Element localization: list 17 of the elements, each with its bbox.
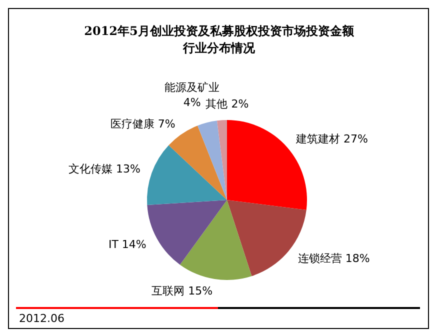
pie-slice (216, 120, 227, 200)
slice-label: 连锁经营 18% (298, 252, 370, 266)
chart-title: 2012年5月创业投资及私募股权投资市场投资金额行业分布情况 (83, 23, 355, 57)
data-label: 4% (183, 96, 201, 109)
text: 2012.06 (19, 312, 64, 325)
slice-label: 医疗健康 7% (110, 117, 176, 130)
pie-slice (227, 120, 307, 210)
slice-label: 能源及矿业 (164, 80, 220, 94)
pie-slice (180, 200, 252, 280)
slice-label: 文化传媒 13% (68, 162, 140, 176)
pie-slice (147, 145, 227, 206)
slice-label: 互联网 15% (152, 284, 213, 298)
slice-label: IT 14% (108, 238, 146, 251)
slice-label: 其他 2% (206, 98, 249, 111)
pie-slice (147, 200, 227, 265)
slice-label: 建筑建材 27% (295, 132, 368, 146)
pie-slice (198, 120, 227, 200)
